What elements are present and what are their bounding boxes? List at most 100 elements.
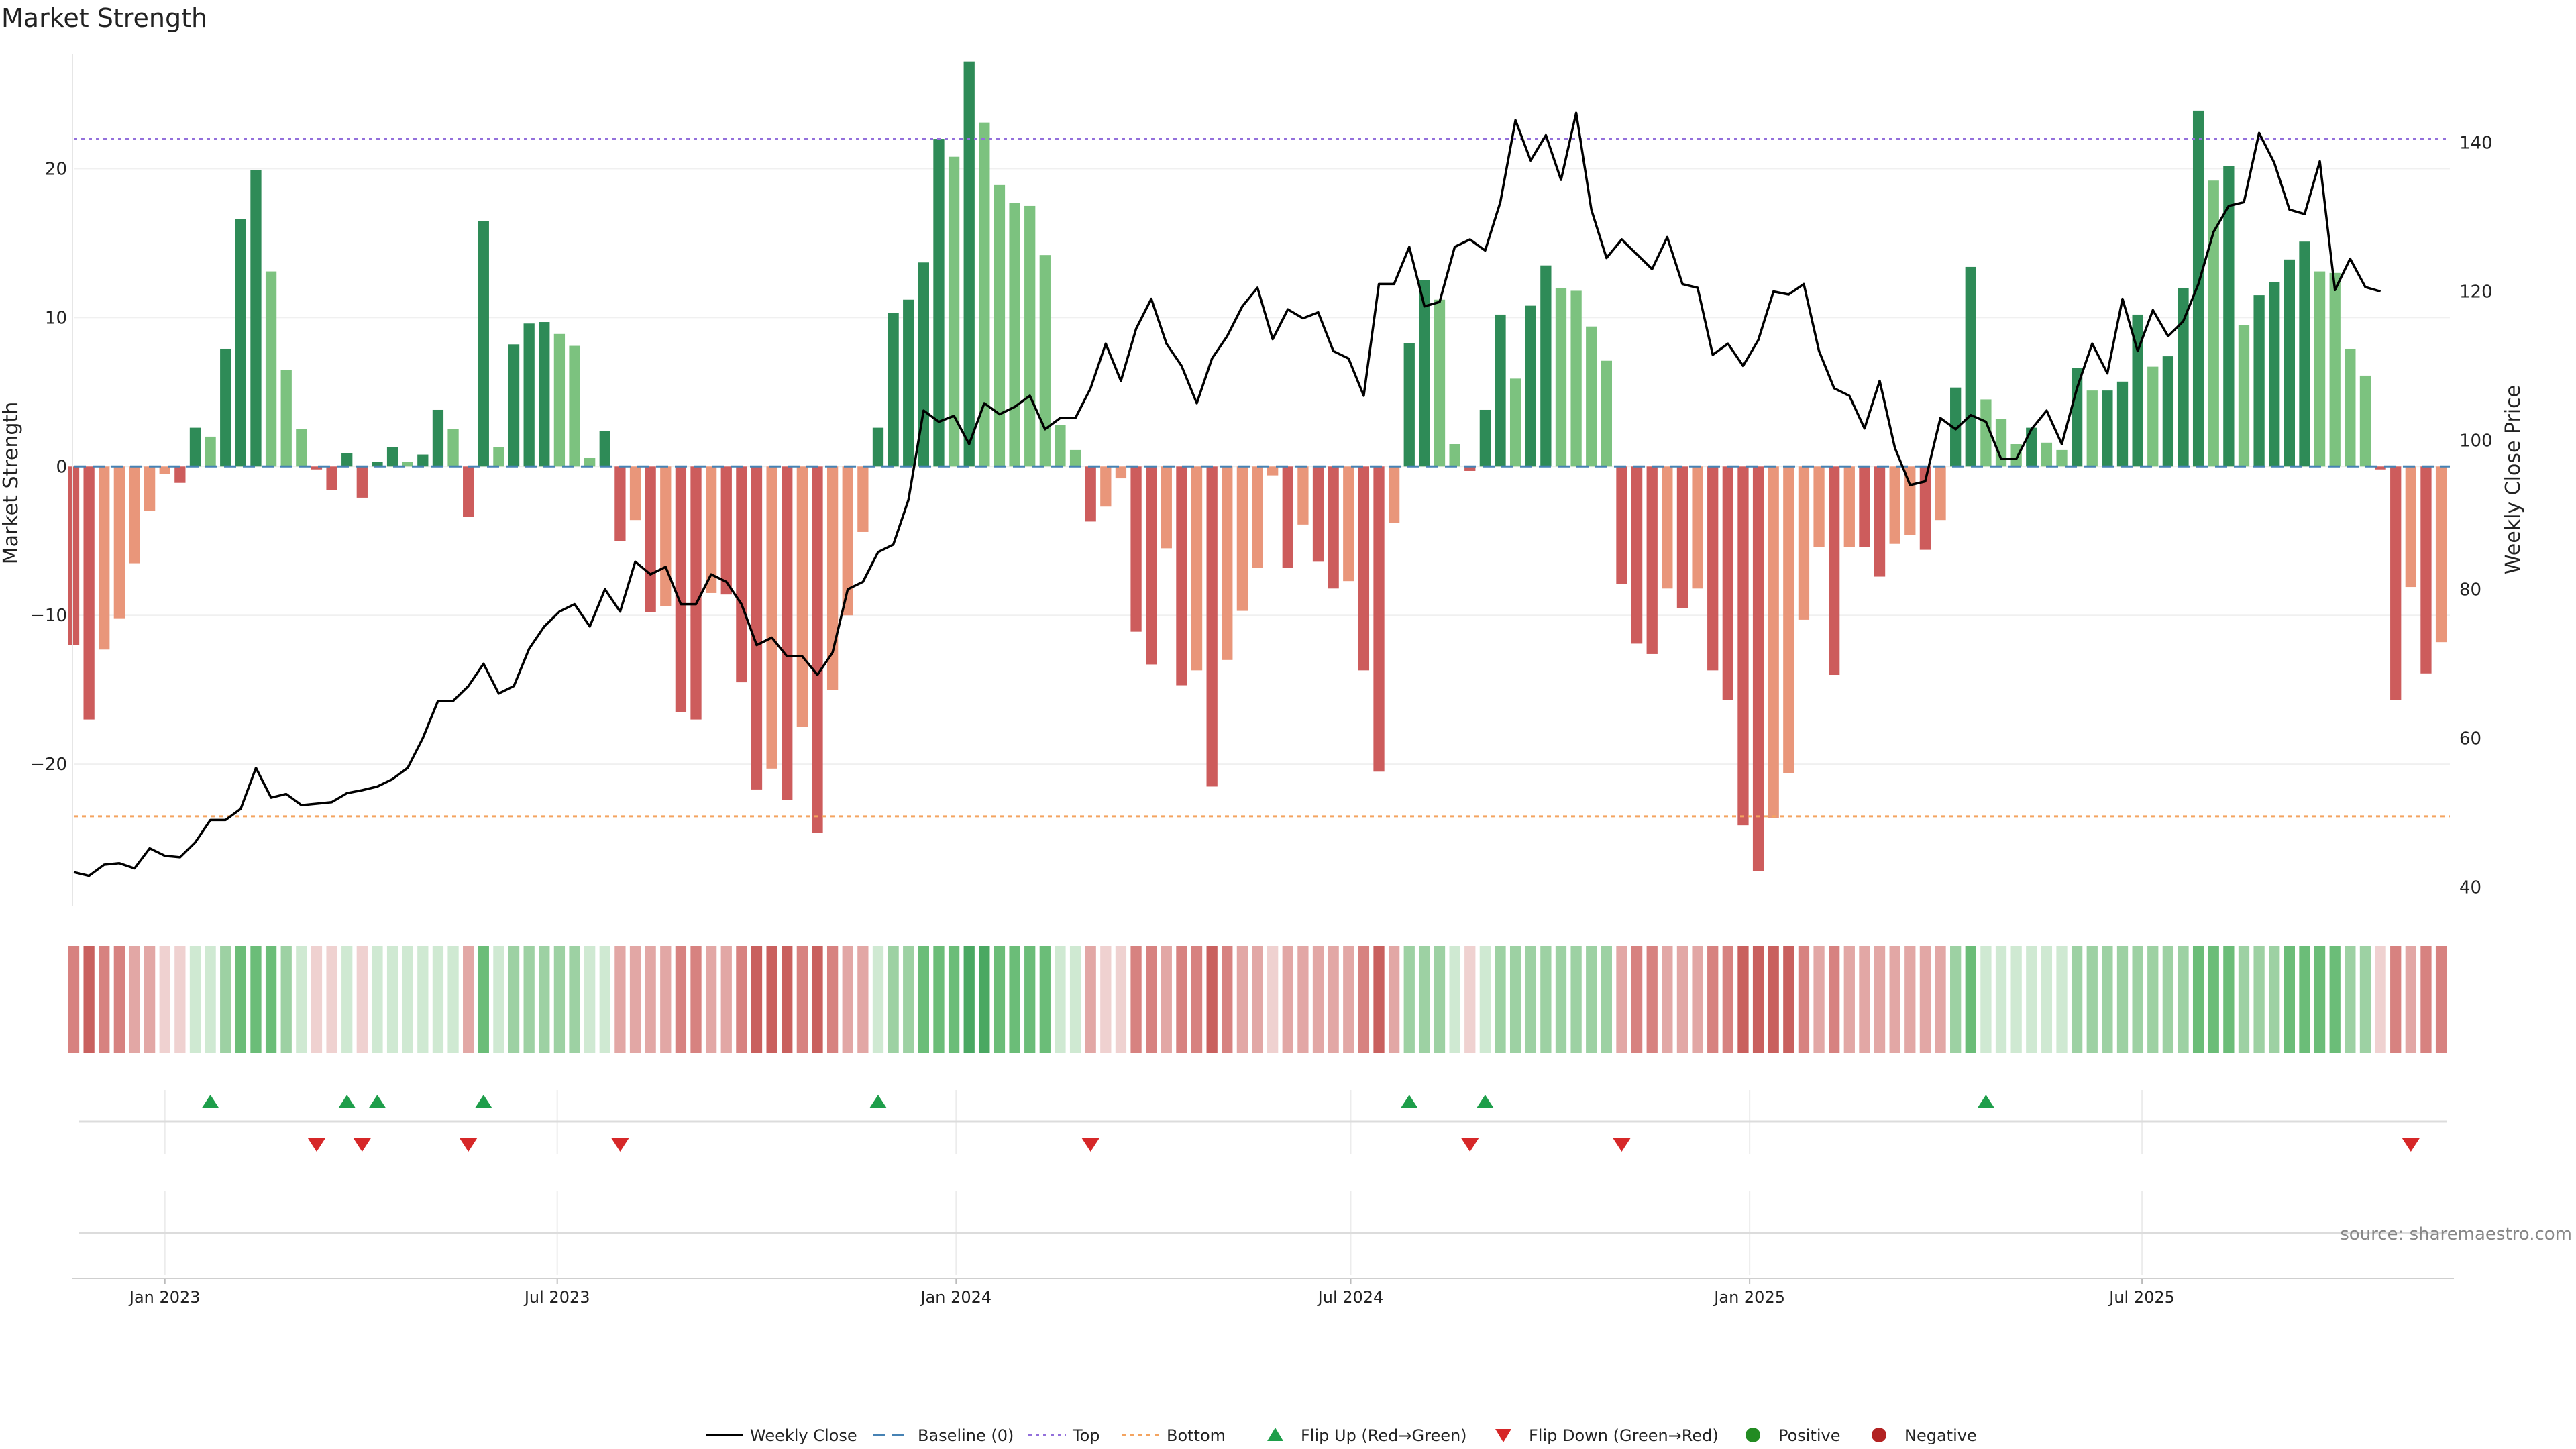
strength-bar bbox=[782, 466, 793, 800]
flip-up-marker bbox=[1476, 1095, 1494, 1108]
strip-cell bbox=[2102, 946, 2113, 1053]
strip-cell bbox=[645, 946, 656, 1053]
strip-cell bbox=[1024, 946, 1036, 1053]
strip-cell bbox=[1267, 946, 1279, 1053]
strength-bar bbox=[888, 313, 899, 467]
flip-up-marker bbox=[368, 1095, 386, 1108]
strip-cell bbox=[250, 946, 262, 1053]
strength-bar bbox=[1252, 466, 1263, 568]
strip-cell bbox=[918, 946, 929, 1053]
strip-cell bbox=[736, 946, 747, 1053]
strip-cell bbox=[447, 946, 459, 1053]
strip-cell bbox=[1085, 946, 1096, 1053]
strength-bar bbox=[1676, 466, 1688, 608]
strip-cell bbox=[1874, 946, 1886, 1053]
flip-down-marker bbox=[1461, 1138, 1479, 1152]
strip-cell bbox=[1676, 946, 1688, 1053]
strength-bar bbox=[2390, 466, 2402, 700]
strength-bar bbox=[1783, 466, 1794, 773]
strength-bar bbox=[1388, 466, 1400, 523]
strip-cell bbox=[614, 946, 626, 1053]
strip-cell bbox=[68, 946, 80, 1053]
strength-bar bbox=[1525, 305, 1536, 467]
strip-cell bbox=[493, 946, 504, 1053]
strip-cell bbox=[1343, 946, 1354, 1053]
legend: Weekly Close Baseline (0) Top Bottom Flip Up… bbox=[706, 1426, 1977, 1445]
strip-cell bbox=[2208, 946, 2219, 1053]
strip-cell bbox=[1419, 946, 1430, 1053]
flip-up-marker bbox=[201, 1095, 219, 1108]
strip-cell bbox=[1449, 946, 1460, 1053]
strength-bar bbox=[2314, 271, 2326, 467]
strength-bar bbox=[2375, 466, 2386, 470]
strip-cell bbox=[2284, 946, 2295, 1053]
strip-cell bbox=[1752, 946, 1764, 1053]
strength-bar bbox=[2056, 449, 2068, 467]
x-tick-label: Jul 2024 bbox=[1317, 1288, 1384, 1307]
x-tick-label: Jan 2024 bbox=[919, 1288, 991, 1307]
flip-up-marker bbox=[1400, 1095, 1418, 1108]
strength-bar bbox=[1950, 387, 1962, 467]
strip-cell bbox=[1646, 946, 1658, 1053]
strip-cell bbox=[356, 946, 368, 1053]
strip-cell bbox=[751, 946, 763, 1053]
strength-bar bbox=[2238, 325, 2250, 467]
strip-cell bbox=[1904, 946, 1916, 1053]
strip-cell bbox=[523, 946, 535, 1053]
legend-item-weekly_close: Weekly Close bbox=[706, 1426, 857, 1445]
strip-cell bbox=[478, 946, 489, 1053]
strength-bar bbox=[1358, 466, 1370, 671]
left-tick-label: 10 bbox=[45, 308, 67, 328]
flip-down-marker bbox=[1081, 1138, 1099, 1152]
strength-bar bbox=[903, 299, 914, 467]
strength-bar bbox=[1707, 466, 1719, 671]
strength-bar bbox=[235, 219, 246, 467]
strength-bar bbox=[2359, 375, 2371, 467]
strength-bar bbox=[1935, 466, 1946, 521]
left-tick-label: −20 bbox=[30, 755, 67, 775]
strength-bar bbox=[144, 466, 156, 511]
strip-cell bbox=[1115, 946, 1127, 1053]
right-tick-label: 100 bbox=[2459, 431, 2493, 451]
strength-bar bbox=[826, 466, 839, 690]
legend-item-top: Top bbox=[1028, 1426, 1100, 1445]
strength-bar bbox=[2116, 381, 2129, 467]
flip-up-marker bbox=[474, 1095, 492, 1108]
x-tick-label: Jan 2023 bbox=[128, 1288, 201, 1307]
strip-cell bbox=[1373, 946, 1385, 1053]
strip-cell bbox=[1388, 946, 1400, 1053]
strength-bar bbox=[720, 466, 732, 595]
strip-cell bbox=[994, 946, 1006, 1053]
strip-cell bbox=[553, 946, 566, 1053]
strip-cell bbox=[296, 946, 307, 1053]
strip-cell bbox=[812, 946, 823, 1053]
strength-bar bbox=[1813, 466, 1825, 547]
strength-bar bbox=[129, 466, 140, 564]
strip-cell bbox=[1222, 946, 1233, 1053]
strength-bar bbox=[159, 466, 170, 474]
strength-bar bbox=[1737, 466, 1749, 826]
strip-cell bbox=[2345, 946, 2356, 1053]
strip-cell bbox=[2435, 946, 2447, 1053]
right-tick-label: 60 bbox=[2459, 729, 2481, 749]
strip-cell bbox=[1662, 946, 1673, 1053]
left-tick-label: −10 bbox=[30, 606, 67, 626]
legend-label: Flip Up (Red→Green) bbox=[1301, 1426, 1467, 1445]
strip-cell bbox=[2299, 946, 2310, 1053]
strength-bar bbox=[539, 322, 550, 467]
strip-cell bbox=[2375, 946, 2386, 1053]
strip-cell bbox=[1859, 946, 1870, 1053]
strength-bar bbox=[2178, 287, 2189, 467]
strength-bar bbox=[1479, 409, 1491, 467]
strip-cell bbox=[1995, 946, 2007, 1053]
strip-cell bbox=[2178, 946, 2189, 1053]
strength-bar bbox=[994, 184, 1006, 467]
strip-cell bbox=[265, 946, 277, 1053]
flip-up-marker bbox=[869, 1095, 887, 1108]
strip-cell bbox=[2147, 946, 2159, 1053]
legend-label: Positive bbox=[1778, 1426, 1841, 1445]
strength-bar bbox=[1540, 265, 1552, 467]
strength-bar bbox=[311, 466, 323, 470]
x-tick-label: Jul 2025 bbox=[2108, 1288, 2175, 1307]
strip-cell bbox=[1555, 946, 1567, 1053]
